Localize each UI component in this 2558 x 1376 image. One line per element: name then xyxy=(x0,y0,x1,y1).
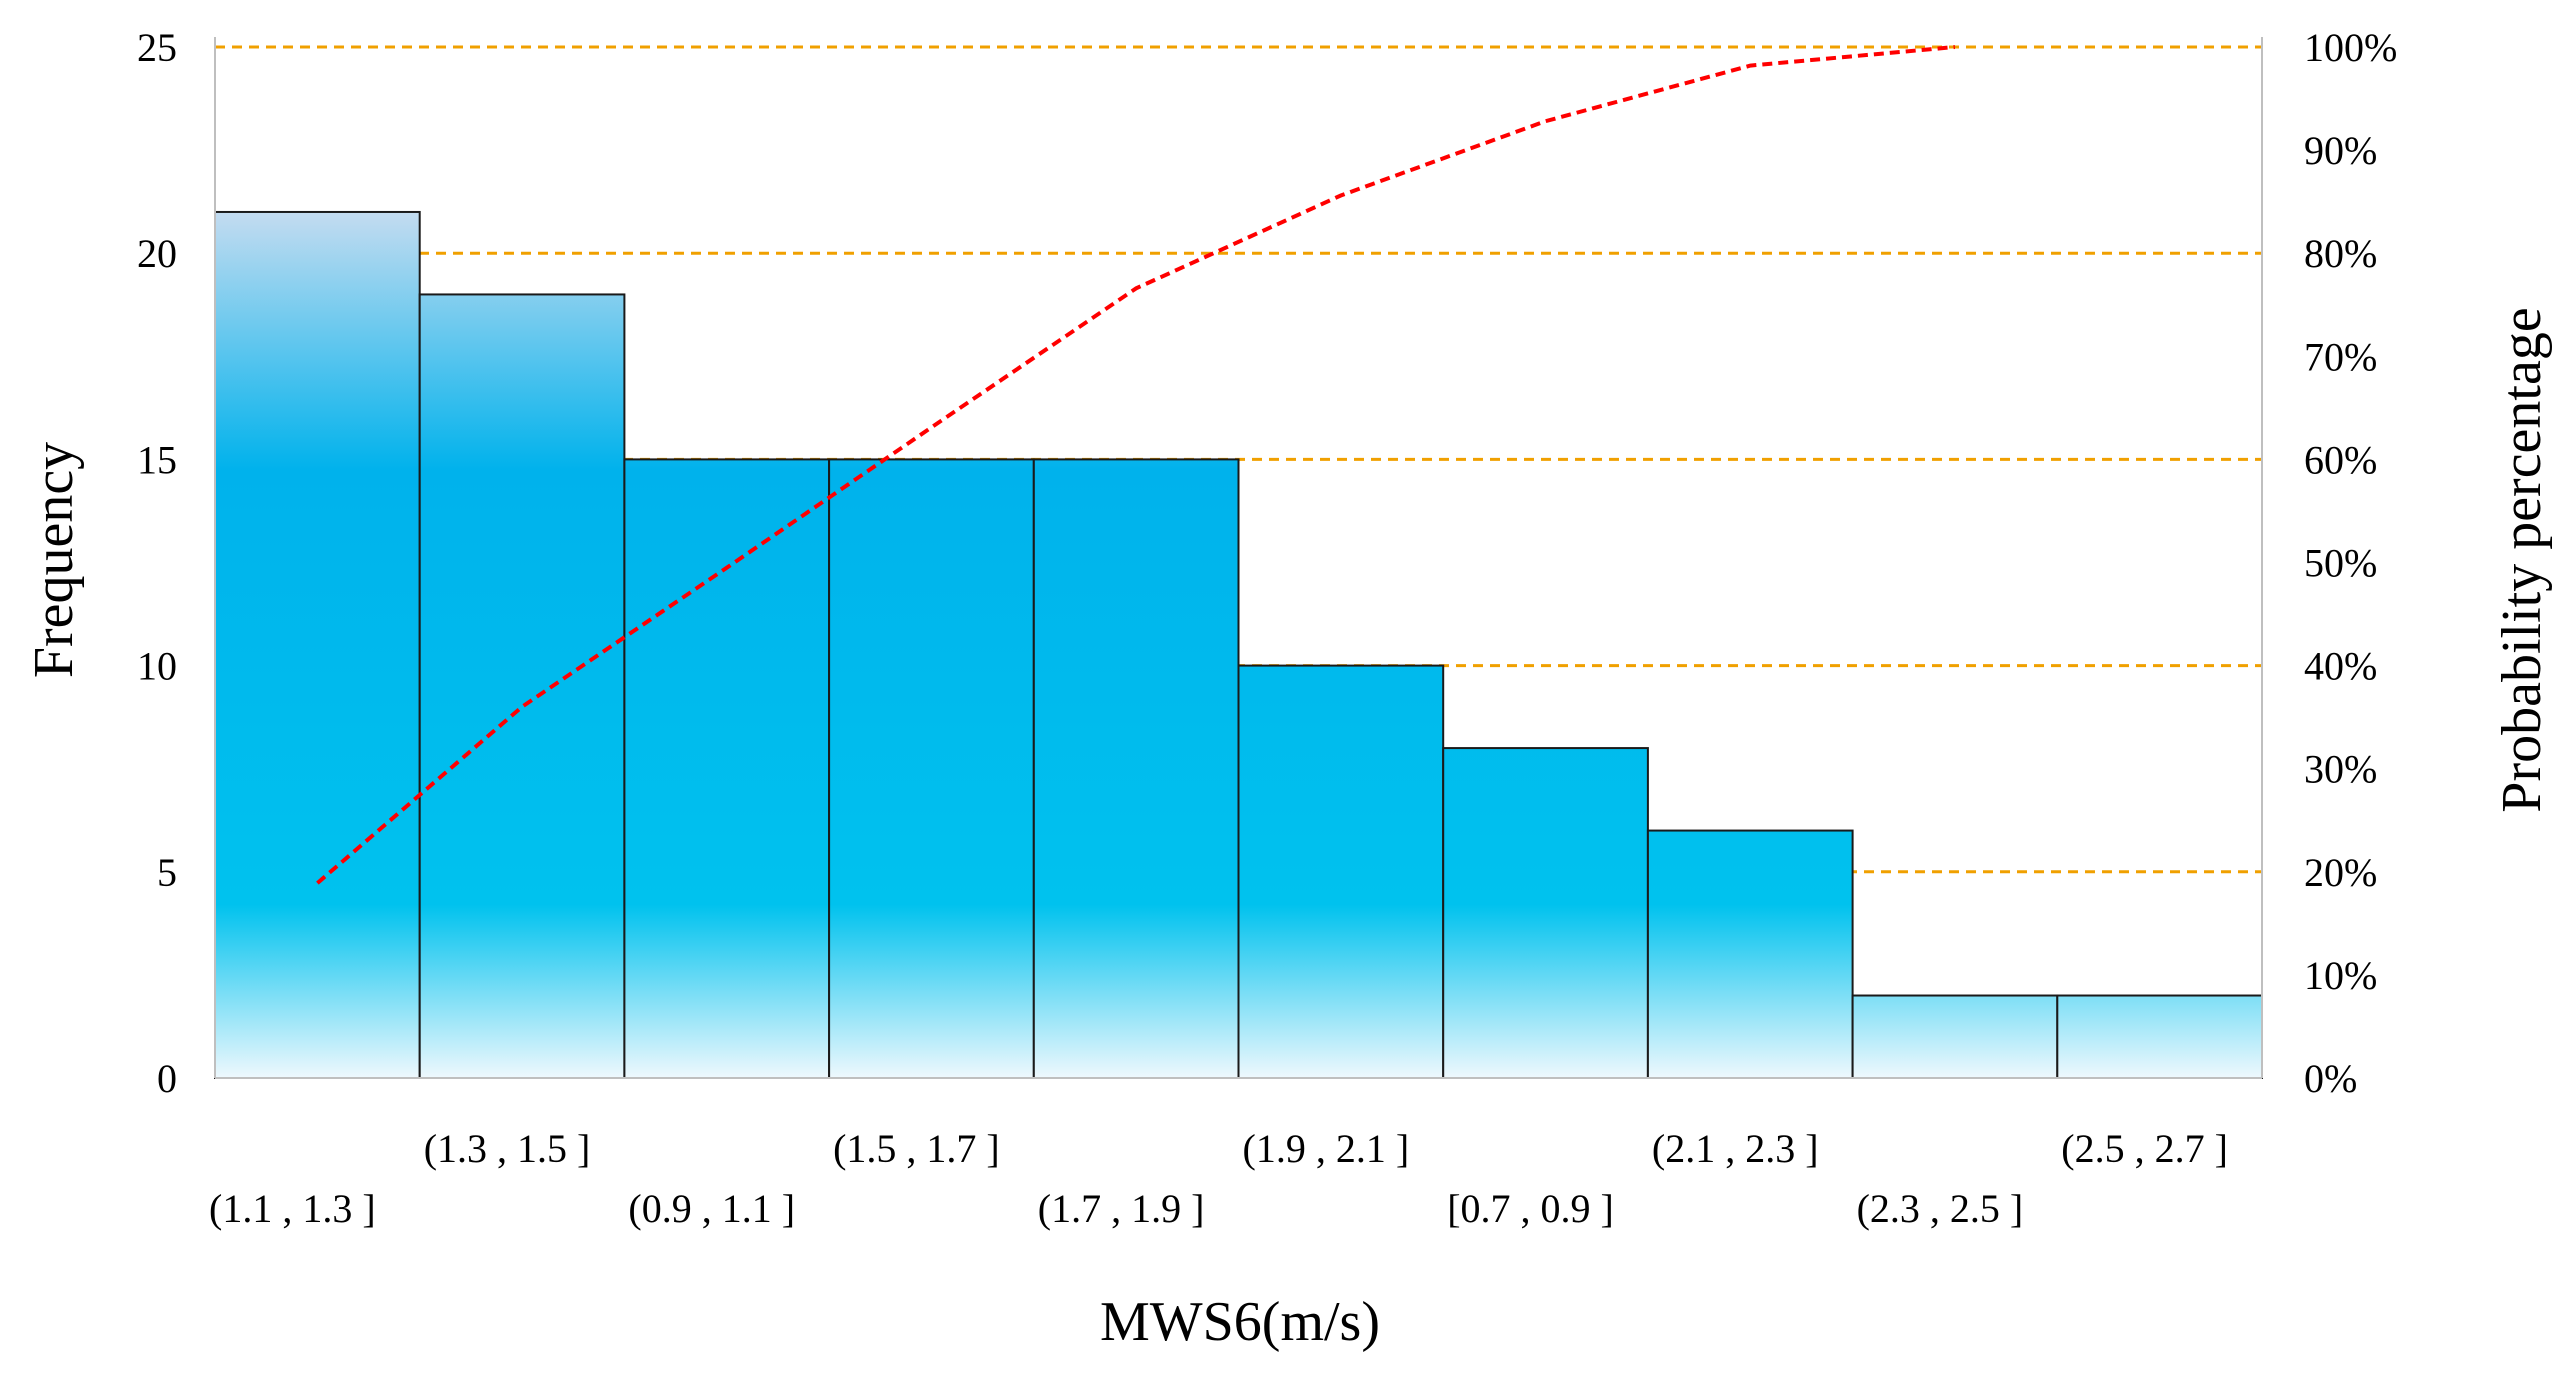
y-tick-label-2: 10 xyxy=(137,644,177,689)
x-category-label-9: (2.5 , 2.7 ] xyxy=(2061,1126,2228,1171)
bar-6 xyxy=(1442,747,1649,1080)
x-category-label-0: (1.1 , 1.3 ] xyxy=(209,1186,376,1231)
y2-tick-label-6: 60% xyxy=(2304,437,2377,482)
x-category-label-2: (0.9 , 1.1 ] xyxy=(628,1186,795,1231)
bar-0 xyxy=(214,210,421,1079)
cumulative-line xyxy=(316,45,1956,885)
tick-labels: 0 5 10 15 20 25 0% 10% 20% 30% 40% 50% 60% 70% 80% 90% 1… xyxy=(137,25,2397,1231)
y2-tick-label-1: 10% xyxy=(2304,953,2377,998)
y2-tick-label-5: 50% xyxy=(2304,541,2377,586)
x-category-label-8: (2.3 , 2.5 ] xyxy=(1857,1186,2024,1231)
x-category-label-5: (1.9 , 2.1 ] xyxy=(1243,1126,1410,1171)
y2-tick-label-3: 30% xyxy=(2304,747,2377,792)
bar-3 xyxy=(828,458,1035,1079)
y2-tick-label-9: 90% xyxy=(2304,128,2377,173)
y2-axis-title: Probability percentage xyxy=(2491,307,2553,812)
y2-tick-label-10: 100% xyxy=(2304,25,2397,70)
y-tick-label-1: 5 xyxy=(157,850,177,895)
axes xyxy=(214,37,2263,1079)
bar-7 xyxy=(1646,829,1854,1079)
bars xyxy=(214,210,2264,1080)
x-category-label-1: (1.3 , 1.5 ] xyxy=(424,1126,591,1171)
bar-2 xyxy=(623,458,831,1079)
bar-8 xyxy=(1851,994,2059,1080)
x-category-label-7: (2.1 , 2.3 ] xyxy=(1652,1126,1819,1171)
cumulative-line-path xyxy=(316,45,1956,885)
x-category-label-3: (1.5 , 1.7 ] xyxy=(833,1126,1000,1171)
y2-tick-label-7: 70% xyxy=(2304,334,2377,379)
y-axis-title: Frequency xyxy=(23,442,85,678)
bar-9 xyxy=(2056,994,2264,1080)
y2-tick-label-0: 0% xyxy=(2304,1056,2357,1101)
y-tick-label-3: 15 xyxy=(137,437,177,482)
bar-5 xyxy=(1237,664,1445,1079)
bar-4 xyxy=(1032,458,1240,1079)
y-tick-label-5: 25 xyxy=(137,25,177,70)
x-category-label-4: (1.7 , 1.9 ] xyxy=(1038,1186,1205,1231)
x-axis-title: MWS6(m/s) xyxy=(1100,1291,1380,1353)
y-tick-label-4: 20 xyxy=(137,231,177,276)
x-category-label-6: [0.7 , 0.9 ] xyxy=(1447,1186,1614,1231)
y2-tick-label-8: 80% xyxy=(2304,231,2377,276)
bar-1 xyxy=(418,293,626,1079)
y-tick-label-0: 0 xyxy=(157,1056,177,1101)
y2-tick-label-4: 40% xyxy=(2304,644,2377,689)
y2-tick-label-2: 20% xyxy=(2304,850,2377,895)
